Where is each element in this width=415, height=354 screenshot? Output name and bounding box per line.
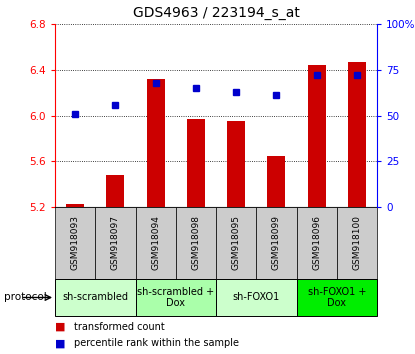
- Bar: [216, 279, 296, 316]
- Bar: [95, 207, 136, 279]
- Bar: [256, 207, 296, 279]
- Bar: [176, 207, 216, 279]
- Text: sh-scrambled: sh-scrambled: [62, 292, 128, 303]
- Bar: [55, 207, 95, 279]
- Title: GDS4963 / 223194_s_at: GDS4963 / 223194_s_at: [132, 6, 300, 20]
- Bar: [66, 204, 84, 207]
- Bar: [216, 207, 256, 279]
- Text: GSM918099: GSM918099: [272, 216, 281, 270]
- Bar: [136, 279, 216, 316]
- Text: GSM918098: GSM918098: [191, 216, 200, 270]
- Bar: [55, 279, 136, 316]
- Bar: [267, 155, 286, 207]
- Text: GSM918093: GSM918093: [71, 216, 80, 270]
- Text: ■: ■: [55, 322, 66, 332]
- Bar: [106, 175, 124, 207]
- Text: GSM918100: GSM918100: [352, 216, 361, 270]
- Text: sh-FOXO1: sh-FOXO1: [233, 292, 280, 303]
- Text: sh-scrambled +
Dox: sh-scrambled + Dox: [137, 287, 214, 308]
- Bar: [296, 207, 337, 279]
- Bar: [296, 279, 377, 316]
- Bar: [348, 62, 366, 207]
- Bar: [146, 79, 165, 207]
- Text: protocol: protocol: [4, 292, 47, 303]
- Text: GSM918096: GSM918096: [312, 216, 321, 270]
- Bar: [308, 65, 326, 207]
- Bar: [227, 121, 245, 207]
- Text: GSM918097: GSM918097: [111, 216, 120, 270]
- Bar: [337, 207, 377, 279]
- Text: GSM918094: GSM918094: [151, 216, 160, 270]
- Text: transformed count: transformed count: [74, 322, 164, 332]
- Text: ■: ■: [55, 338, 66, 348]
- Bar: [136, 207, 176, 279]
- Bar: [187, 119, 205, 207]
- Text: percentile rank within the sample: percentile rank within the sample: [74, 338, 239, 348]
- Text: GSM918095: GSM918095: [232, 216, 241, 270]
- Text: sh-FOXO1 +
Dox: sh-FOXO1 + Dox: [308, 287, 366, 308]
